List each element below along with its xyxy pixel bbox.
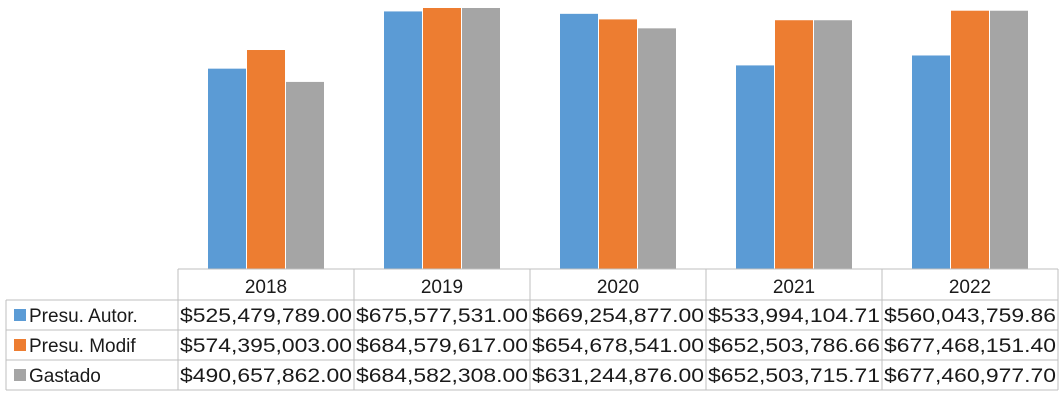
bar-gastado-2022 [990,10,1028,269]
bar-presu-modif-2020 [599,19,637,270]
bar-presu-modif-2018 [247,50,285,270]
value-cell-gastado-2021: $652,503,715.71 [708,366,880,387]
plot-area [208,8,1028,270]
value-cell-presu-autor-2019: $675,577,531.00 [356,306,528,327]
bar-presu-autor-2021 [736,65,774,269]
bar-gastado-2019 [462,8,500,269]
series-name-presu-autor: Presu. Autor. [29,306,138,327]
category-label-2019: 2019 [421,277,463,298]
value-cell-gastado-2020: $631,244,876.00 [532,366,704,387]
bar-presu-modif-2021 [775,20,813,270]
bar-presu-modif-2022 [951,10,989,270]
legend-key-presu-modif [14,339,26,351]
data-table: 2018 2019 2020 2021 2022 Presu. Autor. $525,47… [5,268,1059,391]
legend-key-presu-autor [14,309,26,321]
bar-presu-autor-2019 [384,11,422,270]
bar-gastado-2018 [286,81,324,270]
bar-presu-autor-2018 [208,68,246,269]
value-cell-presu-modif-2020: $654,678,541.00 [532,336,704,357]
series-name-gastado: Gastado [29,366,101,387]
bar-presu-autor-2020 [560,13,598,270]
category-label-2018: 2018 [245,277,287,298]
bar-gastado-2020 [638,28,676,270]
value-cell-presu-modif-2019: $684,579,617.00 [356,336,528,357]
bar-gastado-2021 [814,20,852,270]
value-cell-gastado-2018: $490,657,862.00 [180,366,352,387]
value-cell-gastado-2022: $677,460,977.70 [884,366,1056,387]
value-cell-presu-modif-2022: $677,468,151.40 [884,336,1056,357]
value-cell-presu-modif-2021: $652,503,786.66 [708,336,880,357]
value-cell-presu-autor-2022: $560,043,759.86 [884,306,1056,327]
category-label-2020: 2020 [597,277,639,298]
category-label-2022: 2022 [949,277,991,298]
value-cell-presu-autor-2018: $525,479,789.00 [180,306,352,327]
bar-presu-autor-2022 [912,55,950,270]
value-cell-presu-autor-2021: $533,994,104.71 [708,306,880,327]
bar-presu-modif-2019 [423,8,461,269]
category-label-2021: 2021 [773,277,815,298]
value-cell-presu-modif-2018: $574,395,003.00 [180,336,352,357]
value-cell-presu-autor-2020: $669,254,877.00 [532,306,704,327]
legend-key-gastado [14,369,26,381]
value-cell-gastado-2019: $684,582,308.00 [356,366,528,387]
series-name-presu-modif: Presu. Modif [29,336,136,357]
